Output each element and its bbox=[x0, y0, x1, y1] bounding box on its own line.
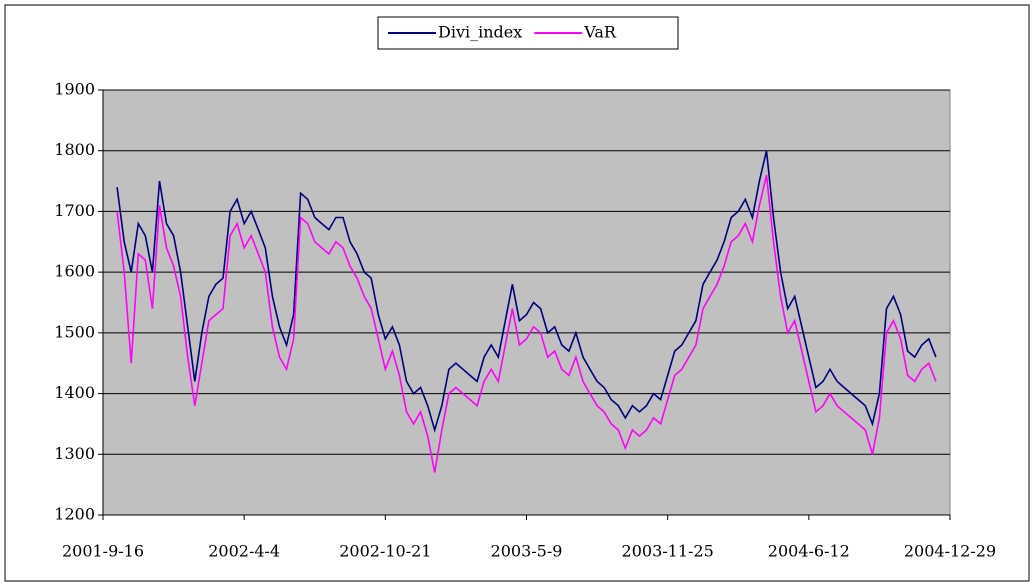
plot-area bbox=[102, 89, 951, 516]
y-tick-label: 1600 bbox=[54, 262, 95, 281]
x-tick-label: 2002-4-4 bbox=[208, 542, 280, 561]
y-tick-label: 1700 bbox=[54, 201, 95, 220]
legend-label: VaR bbox=[583, 23, 617, 42]
series-line bbox=[116, 174, 937, 473]
x-tick-label: 2003-5-9 bbox=[491, 542, 563, 561]
x-tick-label: 2001-9-16 bbox=[62, 542, 144, 561]
y-tick-label: 1800 bbox=[54, 140, 95, 159]
x-tick-label: 2003-11-25 bbox=[622, 542, 714, 561]
y-tick-label: 1500 bbox=[54, 322, 95, 341]
x-tick-label: 2004-12-29 bbox=[904, 542, 996, 561]
x-tick-label: 2004-6-12 bbox=[768, 542, 850, 561]
legend-label: Divi_index bbox=[438, 23, 522, 42]
y-tick-label: 1900 bbox=[54, 80, 95, 99]
series-line bbox=[116, 150, 937, 433]
x-tick-label: 2002-10-21 bbox=[339, 542, 431, 561]
y-tick-label: 1300 bbox=[54, 444, 95, 463]
y-tick-label: 1200 bbox=[54, 505, 95, 524]
y-tick-label: 1400 bbox=[54, 383, 95, 402]
